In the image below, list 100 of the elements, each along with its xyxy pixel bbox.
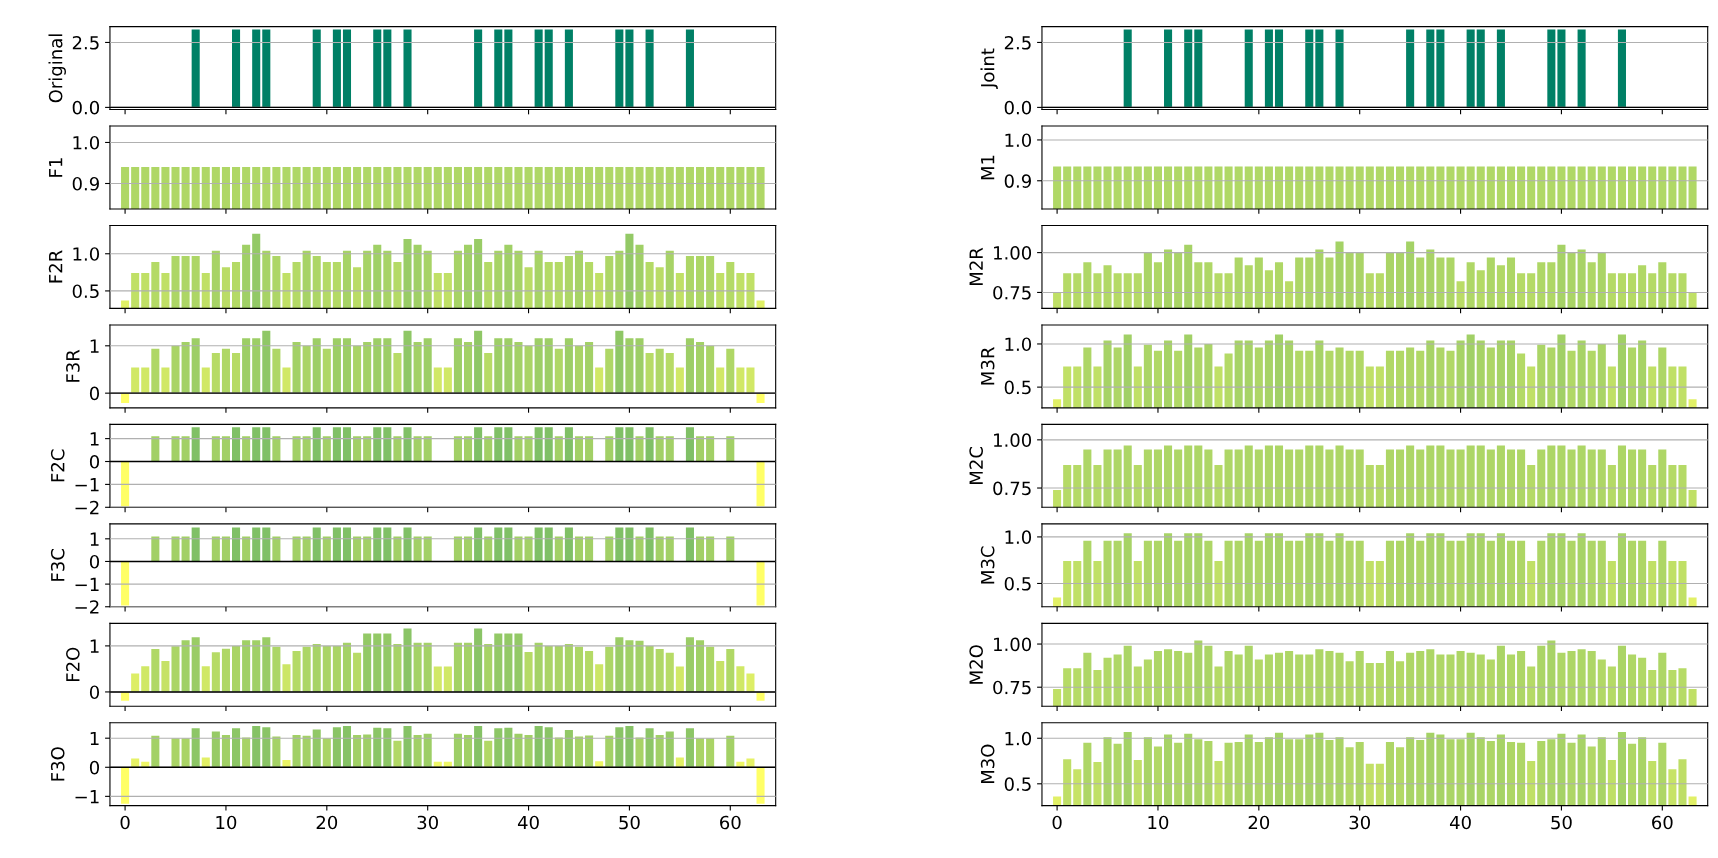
bar (524, 345, 533, 394)
bar (635, 640, 644, 692)
bar (383, 338, 392, 394)
bar (423, 642, 432, 692)
bar (121, 767, 130, 804)
bar (403, 725, 412, 768)
bar (736, 666, 745, 692)
bar (252, 640, 261, 692)
bar (726, 649, 735, 692)
bar (746, 367, 755, 394)
bar (221, 436, 230, 462)
y-tick-label: −1 (75, 577, 99, 591)
bar (595, 664, 604, 692)
bar (332, 727, 341, 768)
bar (504, 727, 513, 768)
y-tick-label: 0.5 (1004, 777, 1031, 791)
bar (514, 436, 523, 462)
bar (332, 645, 341, 692)
x-tick-label: 50 (619, 815, 640, 830)
bar (262, 330, 271, 394)
bar (685, 427, 694, 462)
bar (746, 673, 755, 692)
bar (312, 338, 321, 394)
bar (544, 727, 553, 768)
bar (645, 527, 654, 562)
bar (655, 436, 664, 462)
x-tick-label: 10 (1148, 815, 1169, 830)
bar (645, 728, 654, 768)
bar (201, 757, 210, 768)
bar (665, 436, 674, 462)
bar (252, 338, 261, 394)
bar (353, 536, 362, 562)
bar (121, 561, 130, 606)
bar (524, 651, 533, 692)
bar (484, 740, 493, 768)
y-tick-label: 0.9 (1004, 174, 1031, 188)
bar (151, 536, 160, 562)
x-tick-label: 60 (720, 815, 741, 830)
bar (353, 345, 362, 394)
bar (121, 461, 130, 507)
bar (635, 737, 644, 768)
y-tick-label: 0.5 (1004, 380, 1031, 395)
y-tick-label: 0 (89, 685, 100, 700)
bar (211, 536, 220, 562)
y-axis-title: M2R (969, 247, 983, 285)
bar (292, 650, 301, 692)
bar (413, 735, 422, 768)
bar (635, 436, 644, 462)
y-tick-label: 1.0 (1005, 133, 1032, 148)
y-tick-label: 1.0 (1005, 530, 1032, 545)
bar (181, 342, 190, 394)
y-tick-label: 1 (90, 639, 99, 653)
bar (353, 652, 362, 692)
bar (564, 644, 573, 692)
bar (262, 637, 271, 692)
bar (322, 536, 331, 562)
bar (433, 367, 442, 394)
bar (262, 727, 271, 768)
bar (534, 338, 543, 394)
bar (685, 527, 694, 562)
x-tick-label: 40 (517, 815, 539, 830)
bar (514, 536, 523, 562)
bar (534, 725, 543, 768)
bar (554, 737, 563, 768)
bar (302, 345, 311, 394)
y-tick-label: 0.0 (1004, 100, 1032, 115)
bar (322, 436, 331, 462)
bar (665, 352, 674, 394)
x-tick-label: 50 (1551, 815, 1572, 830)
bar (242, 436, 251, 462)
bar (494, 338, 503, 394)
bar (534, 427, 543, 462)
y-axis-title: F2O (66, 647, 80, 682)
x-tick-label: 10 (216, 815, 237, 830)
bar (342, 642, 352, 692)
bar (383, 527, 392, 562)
bar (615, 427, 624, 462)
bar (282, 367, 291, 394)
bar (695, 738, 705, 768)
bar (413, 642, 422, 692)
bar (292, 342, 301, 394)
bar (282, 760, 291, 768)
x-tick-label: 30 (417, 815, 438, 830)
y-axis-title: M2O (969, 645, 983, 684)
bar (494, 527, 503, 562)
bar (706, 738, 715, 768)
bar (645, 427, 654, 462)
bar (221, 648, 230, 692)
bar (574, 646, 584, 692)
bar (191, 527, 200, 562)
y-tick-label: −2 (75, 600, 99, 614)
bar (373, 633, 382, 692)
bar (474, 628, 483, 692)
bar (655, 536, 664, 562)
bar (131, 758, 140, 768)
bar (494, 633, 503, 692)
bar (685, 728, 694, 768)
y-tick-label: 2.5 (72, 35, 99, 50)
bar (574, 345, 584, 394)
bar (675, 666, 684, 692)
